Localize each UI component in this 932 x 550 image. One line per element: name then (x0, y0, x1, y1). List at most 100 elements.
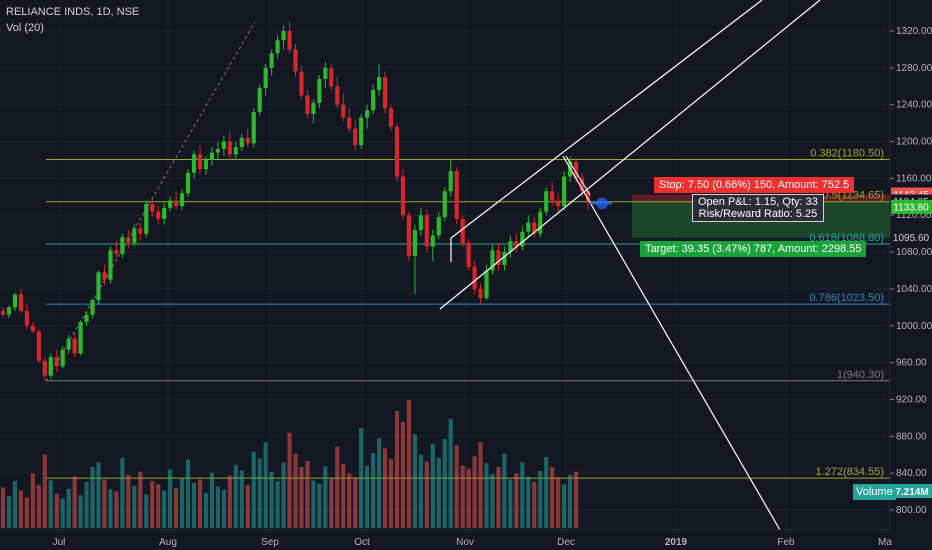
candle-body (191, 154, 197, 173)
price-axis-label: 1320.00 (896, 26, 932, 37)
volume-bar (454, 445, 459, 528)
volume-bar (323, 466, 328, 528)
target-price-tag (891, 230, 932, 245)
candle-body (215, 148, 220, 153)
candle-body (550, 191, 555, 201)
time-axis-label: Jul (53, 537, 66, 548)
price-axis-label: 1200.00 (896, 137, 932, 148)
candle-body (168, 200, 173, 208)
projection-line[interactable] (562, 155, 781, 531)
candle-body (341, 104, 346, 118)
time-axis-label: Dec (557, 537, 575, 548)
candle-body (573, 161, 579, 179)
candle-body (30, 325, 35, 332)
candle-body (532, 222, 537, 234)
candle-body (203, 159, 209, 170)
candle-body (269, 53, 274, 68)
volume-bar (24, 497, 29, 528)
volume-bar (412, 434, 417, 528)
volume-bar (174, 488, 179, 528)
volume-bar (36, 485, 41, 528)
volume-bar (490, 474, 495, 528)
candle-body (556, 200, 561, 207)
channel-lower-line[interactable] (439, 0, 821, 310)
price-axis-label: 1160.00 (896, 173, 932, 184)
volume-bar (335, 446, 340, 528)
volume-bar (126, 474, 131, 528)
volume-bar (573, 471, 579, 528)
candle-body (323, 67, 328, 79)
candle-body (60, 349, 65, 367)
candle-body (132, 228, 137, 243)
time-axis-label: Ma (878, 537, 892, 548)
volume-bar (478, 442, 483, 528)
volume-bar (12, 481, 18, 528)
volume-bar (418, 454, 423, 528)
volume-tag (893, 484, 932, 498)
fib-level-label: 0.786(1023.50) (809, 292, 884, 304)
volume-bar (305, 460, 310, 528)
time-axis-label: Nov (456, 537, 474, 548)
candle-body (0, 311, 6, 315)
volume-bar (144, 494, 149, 528)
candle-body (579, 178, 585, 192)
candle-body (311, 102, 316, 114)
candle-body (150, 204, 155, 212)
volume-bar (102, 479, 107, 528)
volume-bar (0, 487, 6, 528)
candle-body (394, 126, 400, 177)
volume-bar (156, 484, 161, 528)
candle-body (442, 191, 447, 218)
risk-reward-text: Risk/Reward Ratio: 5.25 (698, 208, 818, 220)
candle-body (120, 237, 125, 254)
volume-bar (311, 480, 316, 528)
volume-bar (329, 478, 334, 528)
volume-bar (227, 475, 232, 528)
candle-body (353, 128, 358, 146)
volume-bar (484, 463, 489, 528)
volume-bar (221, 489, 226, 528)
candle-body (185, 172, 191, 194)
candle-body (78, 322, 83, 354)
channel-upper-line[interactable] (450, 0, 763, 239)
candle-body (90, 299, 95, 315)
volume-bar (406, 400, 412, 528)
pattern-line (565, 155, 591, 196)
stop-label: Stop: 7.50 (0.66%) 150, Amount: 752.5 (654, 177, 855, 193)
volume-bar (18, 490, 23, 528)
volume-bar (84, 481, 89, 528)
volume-bar (275, 481, 280, 528)
candle-body (12, 294, 18, 308)
volume-bar (532, 481, 537, 528)
volume-bar (132, 485, 137, 528)
candle-body (156, 211, 161, 219)
volume-bar (269, 471, 274, 528)
volume-bar (162, 490, 167, 528)
candle-body (406, 215, 412, 256)
entry-marker[interactable] (596, 197, 608, 210)
price-axis-label: 920.00 (896, 394, 927, 405)
candle-body (305, 95, 310, 114)
volume-bar (209, 472, 215, 528)
volume-tag-text: 7.214M (895, 487, 928, 498)
price-axis-label: 960.00 (896, 358, 927, 369)
candle-body (424, 215, 429, 247)
candle-body (174, 200, 179, 207)
volume-bar (448, 418, 453, 528)
candle-body (418, 215, 423, 230)
volume-bar (347, 473, 352, 528)
volume-bar (263, 442, 268, 528)
volume-bar (251, 451, 256, 528)
volume-bar (197, 479, 203, 528)
volume-bar (508, 479, 513, 528)
volume-bar (436, 457, 441, 528)
candle-body (138, 228, 143, 234)
candle-body (239, 137, 244, 148)
volume-bar (514, 473, 519, 528)
price-axis-label: 1280.00 (896, 63, 932, 74)
candle-body (275, 40, 280, 54)
candle-body (96, 272, 101, 300)
candle-body (287, 31, 292, 50)
